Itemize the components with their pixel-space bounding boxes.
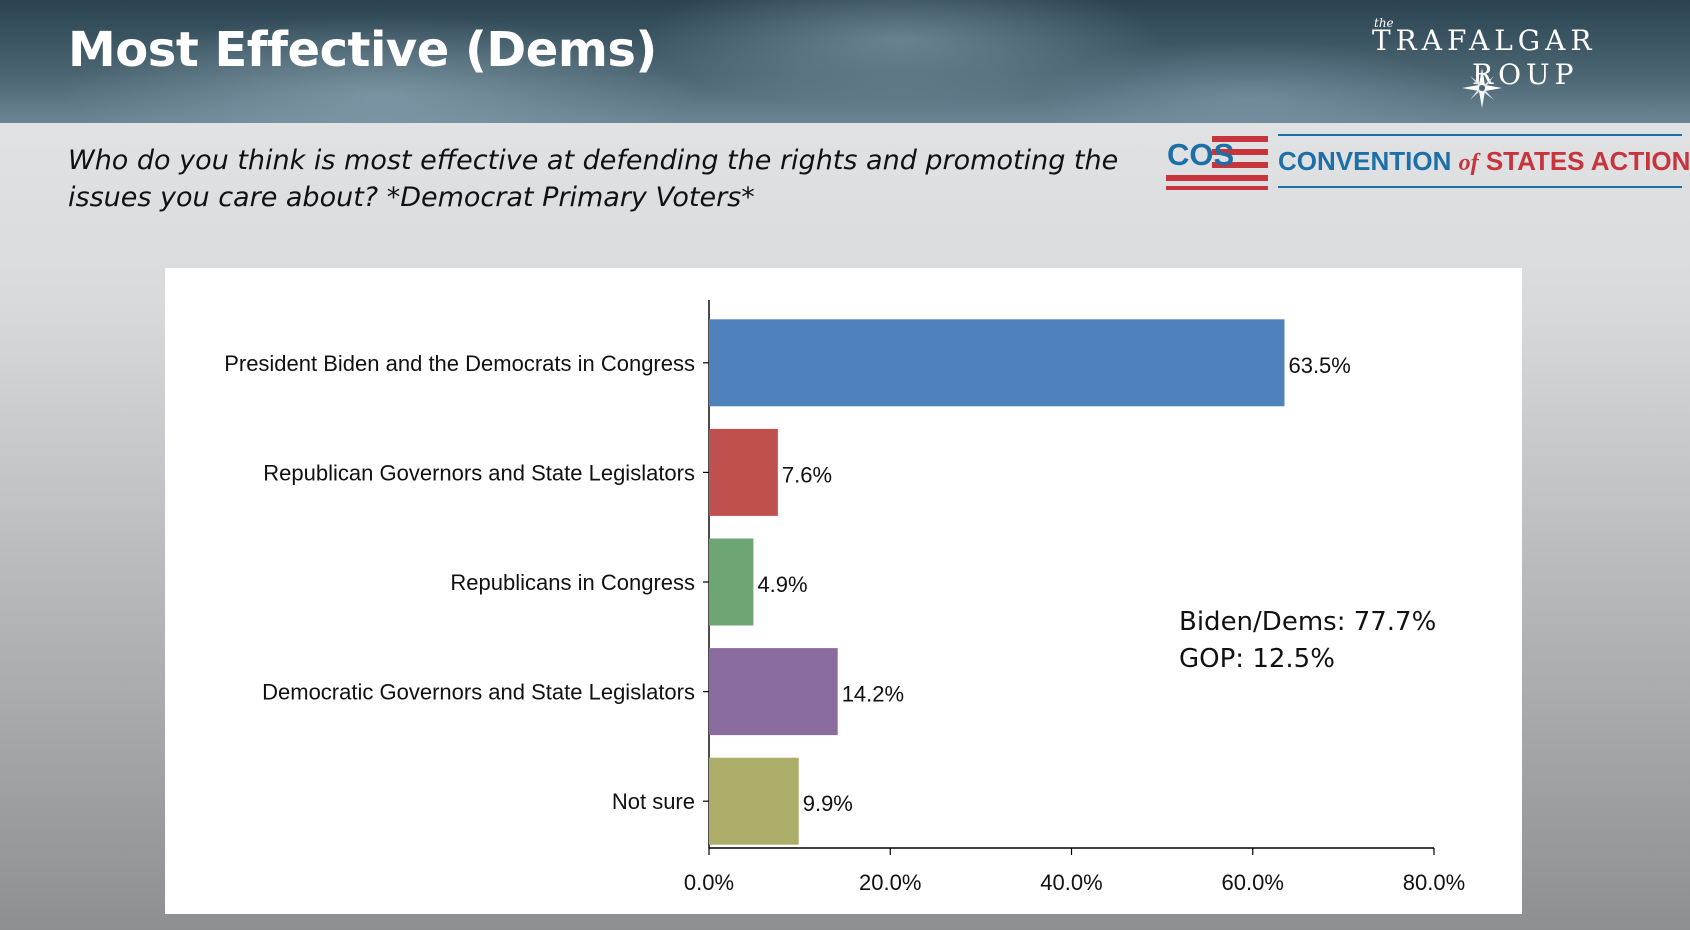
value-label-5: 9.9% — [803, 791, 853, 816]
x-tick-label-4: 60.0% — [1222, 870, 1284, 895]
cos-name-part2: of — [1458, 150, 1479, 176]
cos-badge-text: COS — [1167, 137, 1234, 172]
cos-name-part1: CONVENTION — [1278, 146, 1452, 176]
summary-box: Biden/Dems: 77.7% GOP: 12.5% — [1179, 604, 1436, 678]
trafalgar-logo-line2: ROUP — [1472, 58, 1579, 91]
trafalgar-logo-line1: TRAFALGAR — [1372, 24, 1597, 57]
summary-dems-total: Biden/Dems: 77.7% — [1179, 607, 1437, 637]
trafalgar-logo-the: the — [1374, 16, 1394, 30]
x-tick-label-1: 0.0% — [684, 870, 734, 895]
category-label-1: President Biden and the Democrats in Con… — [224, 351, 695, 376]
category-label-4: Democratic Governors and State Legislato… — [262, 680, 695, 705]
cos-name-part3: STATES ACTION — [1485, 146, 1690, 176]
category-label-3: Republicans in Congress — [450, 570, 695, 595]
bar-3 — [709, 538, 754, 626]
x-tick-label-5: 80.0% — [1403, 870, 1465, 895]
cos-top-rule — [1278, 134, 1682, 136]
value-label-3: 4.9% — [757, 572, 807, 597]
value-label-4: 14.2% — [842, 682, 904, 707]
cos-name: CONVENTION of STATES ACTION — [1278, 146, 1690, 177]
bar-4 — [709, 648, 838, 736]
bar-5 — [709, 757, 799, 845]
header-banner — [0, 0, 1690, 123]
chart-panel: President Biden and the Democrats in Con… — [165, 268, 1522, 914]
value-label-2: 7.6% — [782, 462, 832, 487]
value-label-1: 63.5% — [1288, 353, 1350, 378]
cos-flag-icon: COS — [1166, 136, 1268, 190]
trafalgar-group-logo: the TRAFALGAR ROUP — [1360, 14, 1630, 108]
summary-gop-total: GOP: 12.5% — [1179, 644, 1335, 674]
cos-action-logo: COS CONVENTION of STATES ACTION — [1166, 134, 1690, 192]
page-title: Most Effective (Dems) — [68, 22, 657, 78]
bar-2 — [709, 428, 778, 516]
category-label-2: Republican Governors and State Legislato… — [263, 460, 695, 485]
category-label-5: Not sure — [612, 789, 695, 814]
bar-1 — [709, 319, 1285, 407]
x-tick-label-2: 20.0% — [859, 870, 921, 895]
compass-rose-icon — [1462, 68, 1502, 108]
survey-question: Who do you think is most effective at de… — [68, 145, 1119, 213]
cos-bottom-rule — [1278, 186, 1682, 188]
bar-chart: President Biden and the Democrats in Con… — [224, 300, 1465, 895]
x-tick-label-3: 40.0% — [1040, 870, 1102, 895]
